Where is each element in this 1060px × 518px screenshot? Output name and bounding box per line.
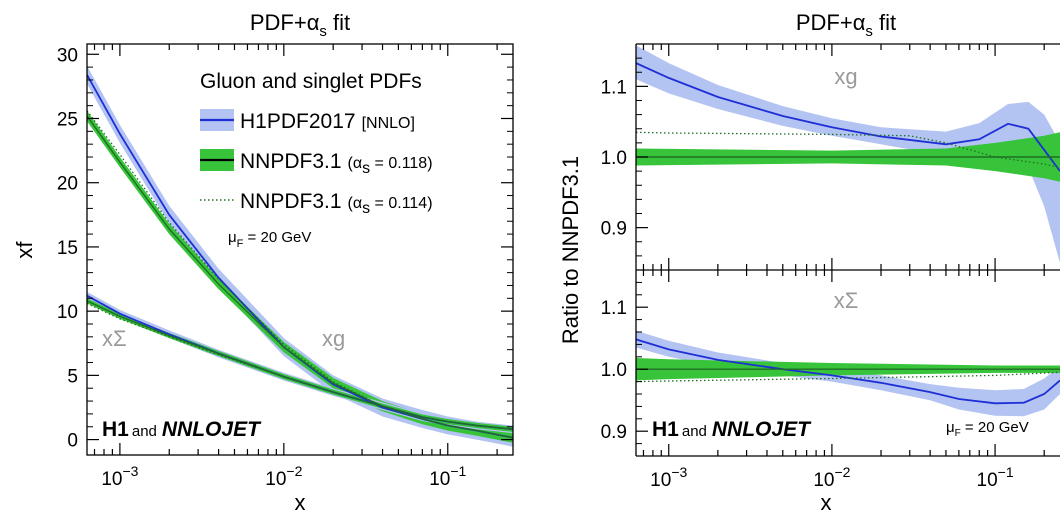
left-y-tick-label: 5 [67, 366, 78, 387]
legend-label-nnpdf-118: NNPDF3.1 [240, 150, 342, 173]
left-frame [86, 43, 514, 456]
ratio-series-1-2 [636, 371, 1060, 383]
right-y-tick-label: 0.9 [601, 422, 627, 443]
curve-label-gluon: xg [322, 326, 345, 351]
left-title: PDF+αs fit [250, 10, 350, 40]
right-y-label: Ratio to NNPDF3.1 [558, 156, 583, 344]
right-y-tick-label: 0.9 [601, 219, 627, 240]
right-y-axis: 0.9 1.0 1.1 0.9 1.0 1.1 [601, 57, 648, 457]
right-chart: PDF+αs fit 0.91.01.10.91.01.1 10−3 10−2 10… [558, 10, 1060, 515]
left-legend: Gluon and singlet PDFs H1PDF2017 [NNLO] N… [200, 70, 433, 217]
ratio-singlet-label: xΣ [834, 288, 859, 313]
left-y-tick-label: 30 [57, 45, 78, 66]
ratio-series-1-0 [636, 338, 1060, 405]
left-x-label: x [295, 490, 306, 515]
legend-label-nnpdf-114: NNPDF3.1 [240, 190, 342, 213]
left-x-axis: 10−3 10−2 10−1 [93, 44, 498, 490]
right-x-tick-label: 10−3 [650, 464, 687, 491]
legend-note-h1: [NNLO] [362, 115, 415, 132]
left-x-tick-label: 10−1 [429, 463, 466, 490]
left-y-label: xf [12, 241, 37, 259]
legend-entry-h1pdf: H1PDF2017 [NNLO] [200, 109, 415, 133]
left-brand: H1 and NNLOJET [102, 418, 262, 441]
svg-text:H1PDF2017[NNLO]: H1PDF2017 [NNLO] [240, 110, 415, 133]
svg-text:NNPDF3.1(αs = 0.118): NNPDF3.1 (αs = 0.118) [240, 150, 433, 177]
left-x-tick-label: 10−3 [101, 463, 138, 490]
legend-label-h1: H1PDF2017 [240, 110, 356, 133]
left-series-2 [87, 110, 513, 439]
left-scale-label: μF = 20 GeV [228, 229, 311, 250]
left-y-tick-label: 0 [67, 431, 78, 452]
left-y-axis: 0 5 10 15 20 25 30 [57, 45, 513, 452]
ratio-band-0-0 [636, 45, 1060, 263]
svg-text:NNPDF3.1(αs = 0.114): NNPDF3.1 (αs = 0.114) [240, 190, 433, 217]
left-lines [87, 74, 513, 439]
left-y-tick-label: 25 [57, 109, 78, 130]
left-x-tick-label: 10−2 [265, 463, 302, 490]
right-x-tick-label: 10−2 [813, 464, 850, 491]
right-x-label: x [821, 490, 832, 515]
right-y-tick-label: 1.0 [601, 360, 627, 381]
ratio-gluon-lines [636, 62, 1060, 172]
right-y-tick-label: 1.1 [601, 77, 627, 98]
curve-label-singlet: xΣ [102, 326, 127, 351]
ratio-series-0-0 [636, 62, 1060, 172]
legend-entry-nnpdf-114: NNPDF3.1 (αs = 0.114) [200, 190, 433, 217]
ratio-singlet-lines [636, 338, 1060, 405]
ratio-gluon-label: xg [834, 64, 857, 89]
left-series-4 [87, 300, 513, 430]
right-y-tick-label: 1.0 [601, 148, 627, 169]
right-x-tick-label: 10−1 [977, 464, 1014, 491]
right-x-axis: 10−3 10−2 10−1 [642, 44, 1045, 491]
left-y-tick-label: 15 [57, 238, 78, 259]
left-y-tick-label: 20 [57, 174, 78, 195]
legend-entry-nnpdf-118: NNPDF3.1 (αs = 0.118) [200, 149, 433, 177]
left-y-tick-label: 10 [57, 302, 78, 323]
right-brand: H1 and NNLOJET [652, 418, 812, 441]
right-scale-label: μF = 20 GeV [946, 419, 1029, 439]
right-y-tick-label: 1.1 [601, 298, 627, 319]
ratio-series-0-2 [636, 131, 1060, 169]
legend-header: Gluon and singlet PDFs [200, 70, 422, 93]
right-title: PDF+αs fit [796, 10, 896, 40]
